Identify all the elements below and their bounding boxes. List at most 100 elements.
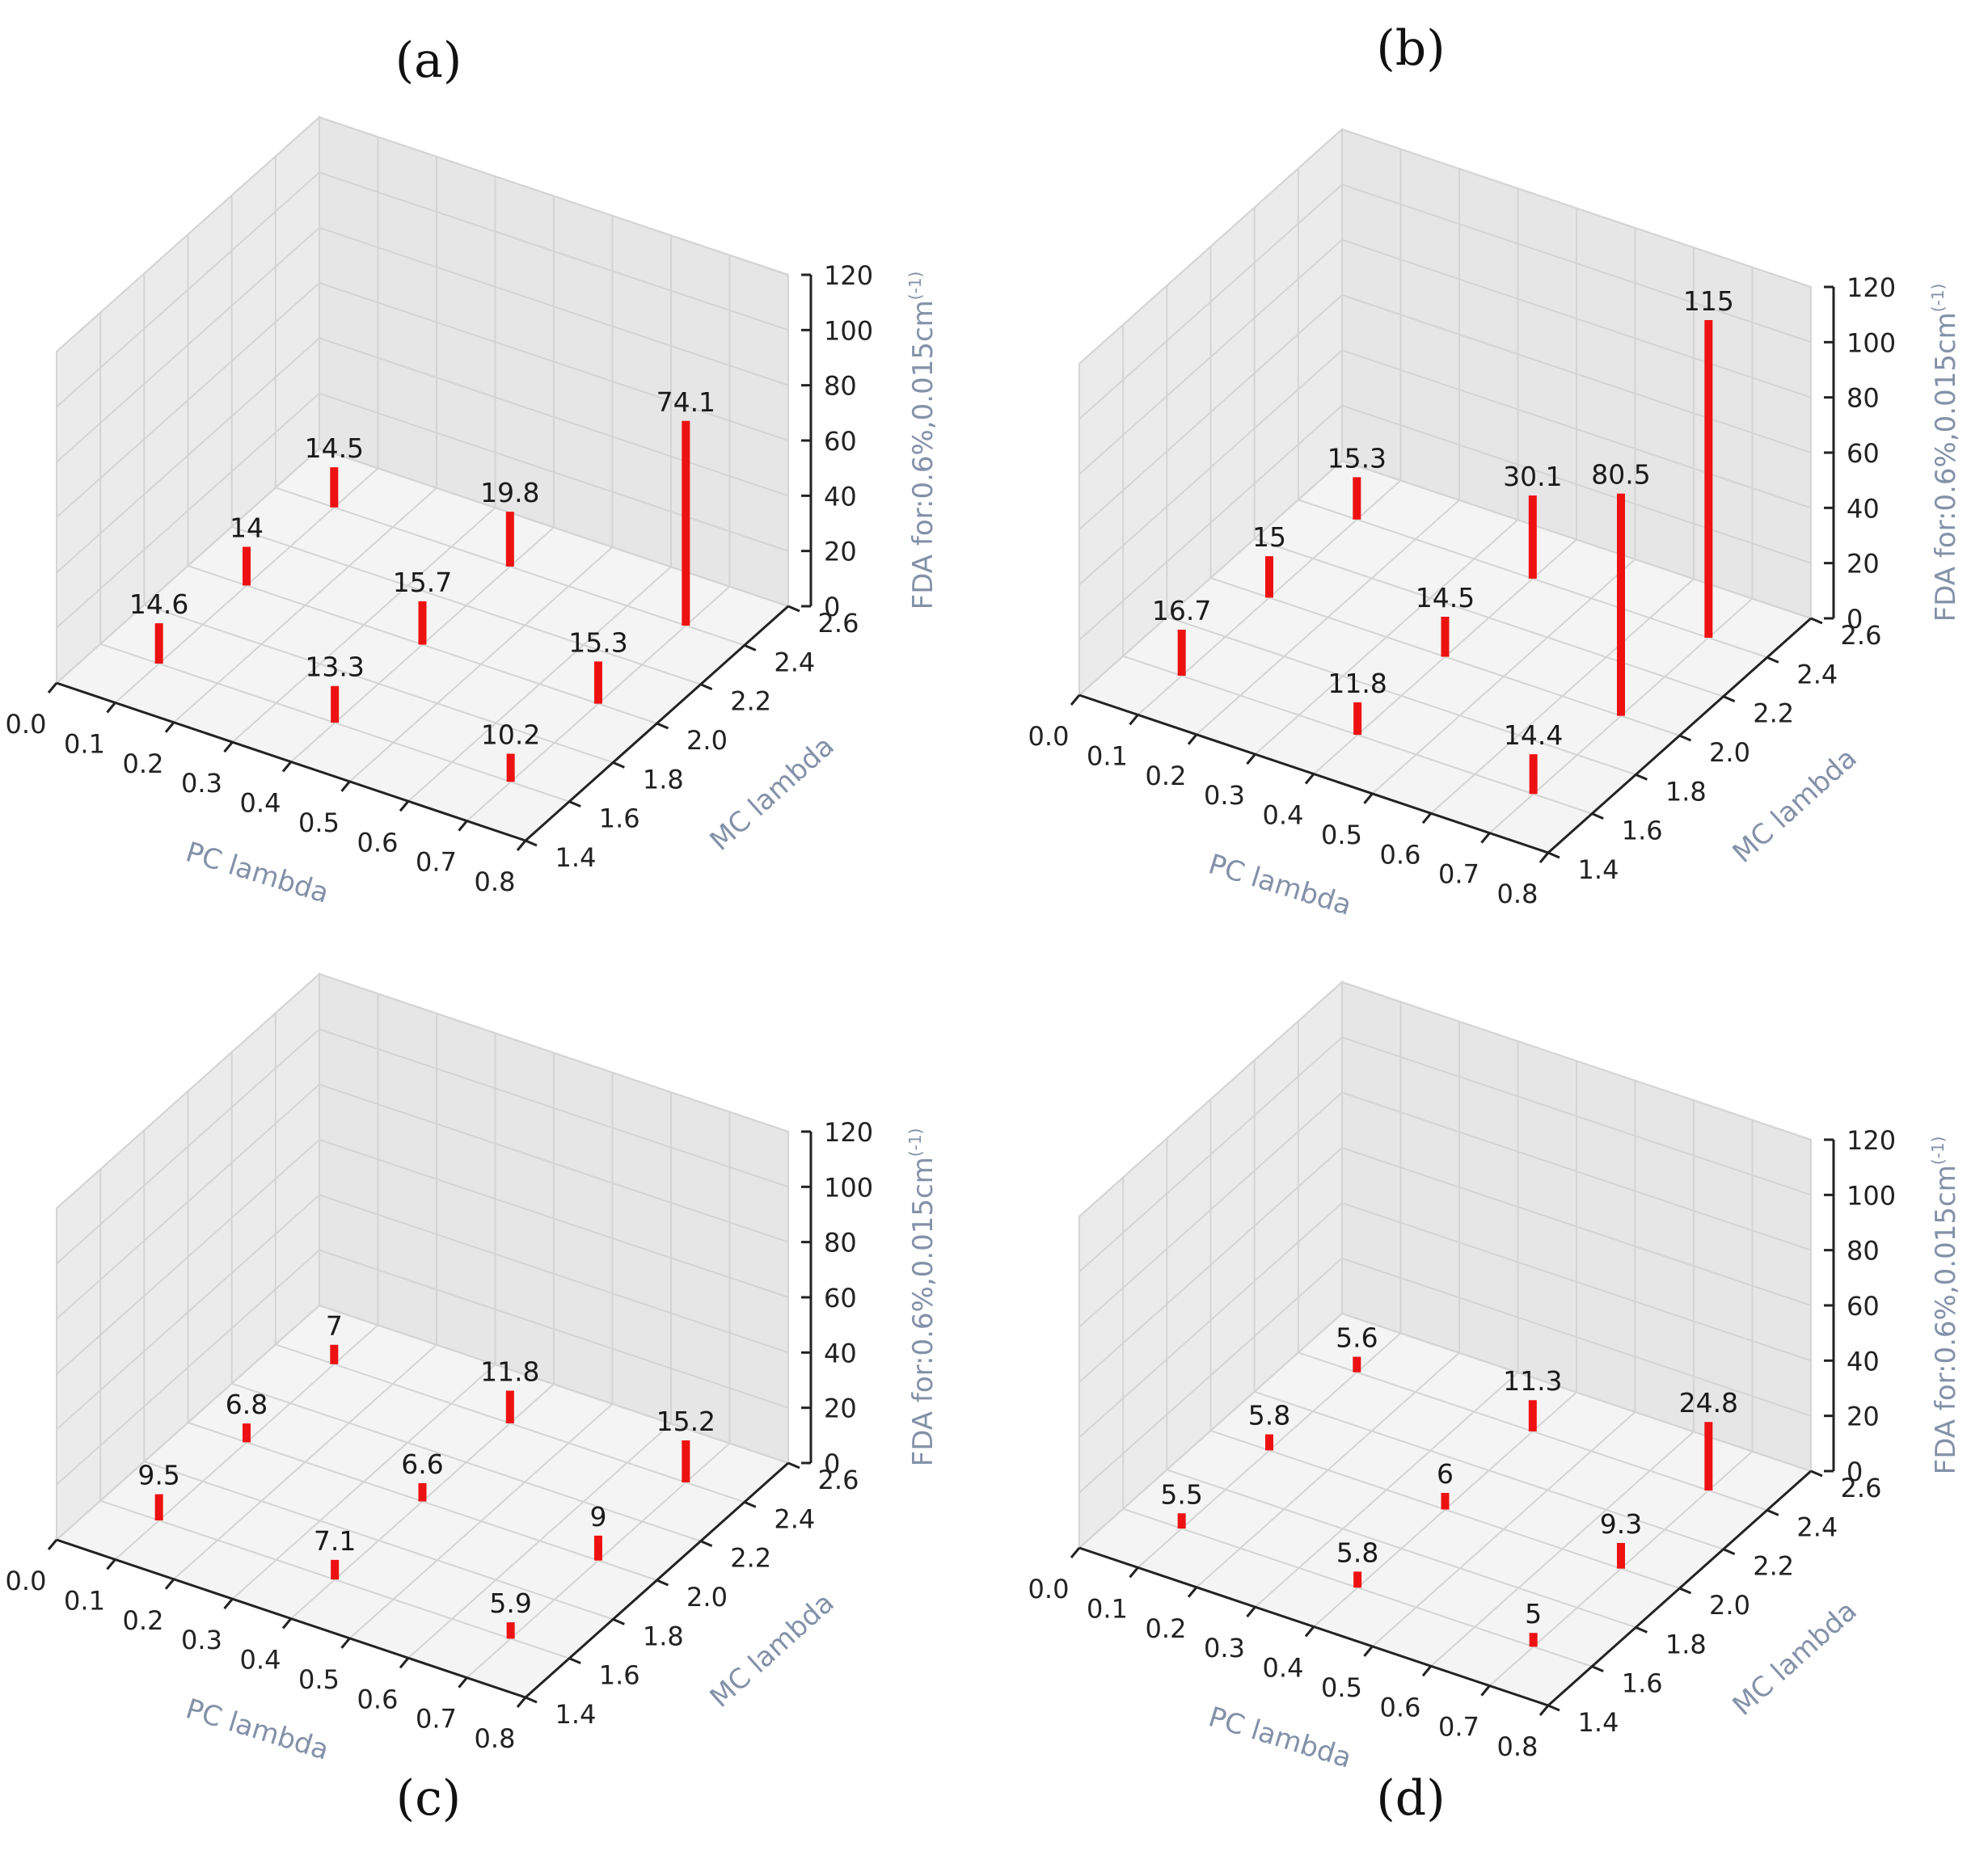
z-tick-label: 0 (1847, 604, 1863, 635)
z-axis-title: FDA for:0.6%,0.015cm(-1) (905, 272, 939, 610)
z-tick-label: 60 (824, 426, 857, 457)
x-tick-mark (164, 1578, 175, 1590)
x-tick-mark (1480, 1684, 1491, 1697)
chart-panel-c: 0.00.10.20.30.40.50.60.70.81.41.61.82.02… (6, 972, 939, 1827)
x-axis-title: PC lambda (182, 1693, 332, 1767)
data-label: 11.8 (480, 1356, 539, 1388)
y-tick-mark (1810, 617, 1823, 625)
left-grid-z (56, 282, 320, 518)
back-grid-z (319, 1194, 789, 1354)
data-label: 16.7 (1152, 595, 1211, 626)
x-tick-mark (340, 780, 351, 792)
x-tick-label: 0.6 (1380, 1692, 1421, 1722)
x-tick-mark (1129, 714, 1139, 726)
y-tick-label: 1.6 (599, 1660, 640, 1691)
y-tick-mark (787, 605, 800, 613)
left-grid-z (56, 1139, 320, 1375)
left-grid-z (1078, 1202, 1343, 1439)
y-tick-mark (568, 1657, 581, 1665)
x-tick-label: 0.4 (1263, 1653, 1304, 1684)
x-tick-mark (1304, 1625, 1315, 1638)
x-tick-label: 0.5 (298, 807, 340, 838)
y-tick-mark (1547, 851, 1560, 859)
x-tick-label: 0.1 (1087, 1593, 1128, 1624)
y-tick-mark (1635, 773, 1648, 781)
x-tick-label: 0.3 (181, 768, 222, 799)
z-tick-label: 40 (824, 481, 857, 512)
data-label: 11.8 (1327, 668, 1387, 699)
back-grid-z (319, 226, 789, 386)
chart-panel-a: 0.00.10.20.30.40.50.60.70.81.41.61.82.02… (6, 32, 939, 910)
y-tick-mark (1723, 1548, 1736, 1556)
x-tick-label: 0.4 (240, 788, 281, 819)
floor-grid-y (1167, 616, 1636, 776)
floor-grid-y (1122, 1507, 1593, 1668)
data-label: 7.1 (314, 1525, 356, 1557)
x-tick-mark (1246, 1606, 1256, 1618)
x-tick-label: 0.2 (123, 748, 164, 779)
y-tick-mark (612, 1617, 625, 1625)
z-tick-label: 100 (824, 1172, 873, 1203)
back-grid-z (319, 392, 789, 552)
x-tick-mark (1480, 832, 1491, 844)
left-grid-z (56, 973, 320, 1209)
y-tick-mark (1547, 1704, 1560, 1712)
y-tick-label: 1.8 (1665, 776, 1707, 807)
floor-grid-y (144, 1461, 614, 1621)
x-tick-mark (340, 1637, 351, 1649)
data-label: 14.5 (1416, 582, 1475, 613)
back-grid-z (319, 1139, 789, 1298)
z-axis-title: FDA for:0.6%,0.015cm(-1) (905, 1128, 939, 1467)
y-tick-mark (612, 761, 625, 769)
floor-grid-y (231, 1382, 701, 1542)
x-tick-mark (458, 820, 468, 832)
data-label: 30.1 (1503, 461, 1562, 492)
x-axis-title: PC lambda (1205, 848, 1355, 922)
z-tick-label: 100 (1847, 1180, 1896, 1211)
left-grid-z (56, 226, 320, 463)
back-grid-z (1341, 460, 1812, 619)
y-tick-mark (1591, 812, 1604, 820)
z-tick-label: 120 (1847, 272, 1896, 303)
x-tick-mark (1421, 812, 1433, 824)
x-tick-label: 0.1 (64, 728, 105, 759)
x-tick-label: 0.8 (1497, 1731, 1538, 1762)
x-tick-mark (106, 702, 116, 714)
x-tick-label: 0.0 (6, 709, 47, 740)
data-label: 5.8 (1336, 1537, 1378, 1568)
left-grid-z (1078, 294, 1343, 530)
chart-panel-b: 0.00.10.20.30.40.50.60.70.81.41.61.82.02… (1028, 20, 1962, 922)
back-grid-z (319, 171, 789, 331)
data-label: 115 (1683, 285, 1734, 317)
z-tick-label: 80 (1847, 383, 1880, 414)
left-grid-z (56, 1194, 320, 1431)
x-tick-label: 0.3 (1204, 780, 1245, 811)
z-tick-label: 20 (1847, 549, 1880, 580)
floor-grid-y (144, 604, 614, 764)
z-axis-title-superscript: (-1) (905, 1128, 925, 1157)
back-grid-z (1341, 129, 1812, 288)
x-tick-mark (458, 1676, 468, 1689)
x-tick-mark (1363, 792, 1374, 804)
y-tick-label: 2.2 (730, 686, 771, 717)
x-tick-mark (1070, 1547, 1081, 1558)
x-tick-label: 0.0 (1028, 1574, 1070, 1604)
x-tick-mark (1538, 852, 1550, 863)
y-tick-label: 2.0 (1709, 1590, 1750, 1621)
y-tick-mark (656, 722, 669, 730)
x-tick-label: 0.5 (1321, 1672, 1362, 1703)
y-tick-label: 1.6 (1622, 1668, 1663, 1699)
z-tick-label: 0 (824, 1448, 840, 1479)
x-tick-mark (281, 761, 293, 773)
x-tick-label: 0.8 (1497, 879, 1538, 909)
x-axis-title: PC lambda (182, 836, 332, 910)
floor-grid-y (1167, 1469, 1636, 1629)
y-tick-label: 2.0 (1709, 737, 1750, 768)
y-tick-mark (1723, 695, 1736, 703)
y-tick-mark (1678, 1587, 1692, 1595)
back-grid-z (319, 337, 789, 497)
y-tick-mark (1635, 1625, 1648, 1634)
data-label: 9.5 (137, 1460, 179, 1491)
left-grid-z (1078, 183, 1343, 420)
